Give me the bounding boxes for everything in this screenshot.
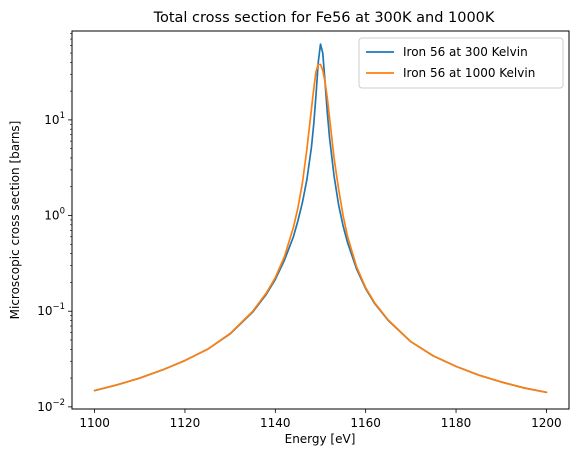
y-tick-base: 10 <box>44 113 59 127</box>
legend-label-300k: Iron 56 at 300 Kelvin <box>403 45 528 59</box>
x-axis-label: Energy [eV] <box>285 432 356 446</box>
x-tick-label: 1180 <box>441 416 472 430</box>
y-tick-base: 10 <box>37 400 52 414</box>
series-line-1 <box>93 63 548 394</box>
chart-title: Total cross section for Fe56 at 300K and… <box>153 10 495 26</box>
y-tick-label: 100 <box>44 207 65 223</box>
y-tick-label: 10−2 <box>37 398 65 414</box>
y-axis-label: Microscopic cross section [barns] <box>8 121 22 320</box>
series-line-0 <box>93 43 548 394</box>
y-tick-exponent: 0 <box>60 207 65 217</box>
y-tick-exponent: 1 <box>60 111 65 121</box>
y-tick-label: 10−1 <box>37 302 65 318</box>
y-tick-exponent: −2 <box>52 398 65 408</box>
series-layer <box>93 43 548 394</box>
x-tick-label: 1140 <box>260 416 291 430</box>
x-tick-label: 1200 <box>531 416 562 430</box>
x-tick-label: 1160 <box>350 416 381 430</box>
y-tick-label: 101 <box>44 111 65 127</box>
x-tick-label: 1100 <box>79 416 110 430</box>
y-tick-base: 10 <box>37 304 52 318</box>
legend: Iron 56 at 300 Kelvin Iron 56 at 1000 Ke… <box>358 37 564 89</box>
y-tick-base: 10 <box>44 209 59 223</box>
x-axis-ticks: 1100 1120 1140 1160 1180 1200 <box>79 409 562 430</box>
y-tick-exponent: −1 <box>52 302 65 312</box>
x-tick-label: 1120 <box>170 416 201 430</box>
legend-box <box>358 37 564 89</box>
legend-label-1000k: Iron 56 at 1000 Kelvin <box>403 66 535 80</box>
